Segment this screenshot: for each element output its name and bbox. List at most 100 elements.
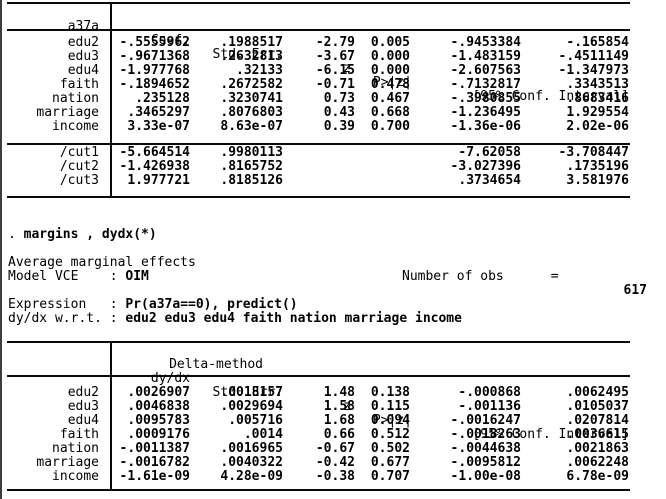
cell-p: 0.700 <box>370 119 410 134</box>
table-row: edu4 -1.977768 .32133 -6.15 0.000 -2.607563 -1… <box>0 64 666 78</box>
row-label: edu4 <box>67 63 99 78</box>
cell-lo: -.7132817 <box>450 77 521 92</box>
cell-se: .3230741 <box>220 91 283 106</box>
col-header-coef: Coef. <box>150 33 190 48</box>
cell-se: .8165752 <box>220 159 283 174</box>
cell-se: .8185126 <box>220 173 283 188</box>
cell-hi: 1.929554 <box>566 105 629 120</box>
table-row: marriage .3465297 .8076803 0.43 0.668 -1.2364… <box>0 106 666 120</box>
row-label: edu3 <box>67 49 99 64</box>
table-row: edu4 .0095783 .005716 1.68 0.094 -.0016247 .02… <box>0 414 666 428</box>
number-of-obs-label: Number of obs = <box>402 269 559 284</box>
row-label: edu3 <box>67 399 99 414</box>
cell-coef: 1.977721 <box>127 173 190 188</box>
row-label: edu2 <box>67 35 99 50</box>
cell-coef: .0046838 <box>127 399 190 414</box>
table-rule <box>7 489 630 491</box>
cell-se: .0018157 <box>220 385 283 400</box>
cell-hi: .3343513 <box>566 77 629 92</box>
cell-lo: -3.027396 <box>450 159 521 174</box>
row-label: edu2 <box>67 385 99 400</box>
cell-z: -0.38 <box>315 469 355 484</box>
cell-hi: -.4511149 <box>558 49 629 64</box>
row-label: faith <box>59 427 99 442</box>
cell-coef: .3465297 <box>127 105 190 120</box>
cell-hi: .0021863 <box>566 441 629 456</box>
cell-p: 0.138 <box>370 385 410 400</box>
expression-value: Pr(a37a==0), predict() <box>125 297 298 312</box>
table-row: faith -.1894652 .2672582 -0.71 0.478 -.713281… <box>0 78 666 92</box>
row-label: /cut2 <box>59 159 99 174</box>
cell-p: 0.478 <box>370 77 410 92</box>
cell-hi: .0062495 <box>566 385 629 400</box>
cell-p: 0.677 <box>370 455 410 470</box>
cell-se: .2632813 <box>220 49 283 64</box>
cell-coef: .0026907 <box>127 385 190 400</box>
cell-se: .0029694 <box>220 399 283 414</box>
expression-label: Expression : <box>8 297 126 312</box>
cell-hi: -.165854 <box>566 35 629 50</box>
obs-line: Average marginal effects Number of obs =… <box>0 242 666 298</box>
model-vce-label: Model VCE : <box>8 269 126 284</box>
cell-z: 1.48 <box>323 385 355 400</box>
delta-method-label: Delta-method <box>169 357 263 372</box>
cell-z: -3.67 <box>315 49 355 64</box>
cell-coef: -5.664514 <box>119 145 190 160</box>
col-header-z: z <box>343 61 351 76</box>
cell-se: 8.63e-07 <box>220 119 283 134</box>
cell-coef: -.9671368 <box>119 49 190 64</box>
number-of-obs-value: 617 <box>623 283 647 298</box>
table-rule <box>7 143 630 145</box>
cell-hi: .0105037 <box>566 399 629 414</box>
cell-lo: -.9453384 <box>450 35 521 50</box>
cell-coef: -1.426938 <box>119 159 190 174</box>
table-rule <box>7 375 630 377</box>
table2-header-row: dy/dx Std. Err. z P>|z| [95% Conf. Inter… <box>0 358 666 442</box>
cell-coef: -.5555962 <box>119 35 190 50</box>
cell-p: 0.000 <box>370 63 410 78</box>
col-header-p: P>|z| <box>372 75 412 90</box>
cell-se: .2672582 <box>220 77 283 92</box>
table-rule <box>7 196 630 198</box>
col-header-z: z <box>343 399 351 414</box>
cell-coef: -.1894652 <box>119 77 190 92</box>
table-row: /cut1 -5.664514 .9980113 -7.62058 -3.708447 <box>0 146 666 160</box>
avg-effects-label: Average marginal effects <box>8 255 196 270</box>
row-label: marriage <box>36 455 99 470</box>
delta-method-row: Delta-method <box>0 344 666 372</box>
model-vce-value: OIM <box>125 269 149 284</box>
col-header-se: Std. Err. <box>212 47 283 62</box>
table-rule <box>7 29 630 31</box>
table-divider <box>110 2 112 196</box>
cell-se: .1988517 <box>220 35 283 50</box>
cell-lo: -.3980855 <box>450 91 521 106</box>
cell-coef: .0009176 <box>127 427 190 442</box>
table-rule <box>7 341 630 343</box>
row-label: nation <box>52 441 99 456</box>
model-vce-line: Model VCE : OIM <box>0 256 666 284</box>
cell-hi: .8683416 <box>566 91 629 106</box>
table-row: marriage -.0016782 .0040322 -0.42 0.677 -.009… <box>0 456 666 470</box>
cell-z: 0.66 <box>323 427 355 442</box>
table-row: /cut2 -1.426938 .8165752 -3.027396 .1735196 <box>0 160 666 174</box>
table-row: /cut3 1.977721 .8185126 .3734654 3.581976 <box>0 174 666 188</box>
row-label: /cut3 <box>59 173 99 188</box>
cell-z: 0.39 <box>323 119 355 134</box>
cell-hi: 3.581976 <box>566 173 629 188</box>
table-divider <box>110 341 112 489</box>
table-row: edu2 .0026907 .0018157 1.48 0.138 -.000868 .00… <box>0 386 666 400</box>
cell-hi: .0062248 <box>566 455 629 470</box>
cell-lo: -1.36e-06 <box>450 119 521 134</box>
command-text: margins , dydx(*) <box>23 227 157 242</box>
cell-se: .0014 <box>243 427 283 442</box>
col-header-ci: [95% Conf. Interval] <box>472 427 629 442</box>
cell-z: -2.79 <box>315 35 355 50</box>
expression-line: Expression : Pr(a37a==0), predict() <box>0 284 666 312</box>
table-row: nation .235128 .3230741 0.73 0.467 -.3980855.… <box>0 92 666 106</box>
cell-lo: -1.236495 <box>450 105 521 120</box>
cell-p: 0.707 <box>370 469 410 484</box>
col-header-se: Std. Err. <box>212 385 283 400</box>
cell-p: 0.094 <box>370 413 410 428</box>
row-label: income <box>52 469 99 484</box>
